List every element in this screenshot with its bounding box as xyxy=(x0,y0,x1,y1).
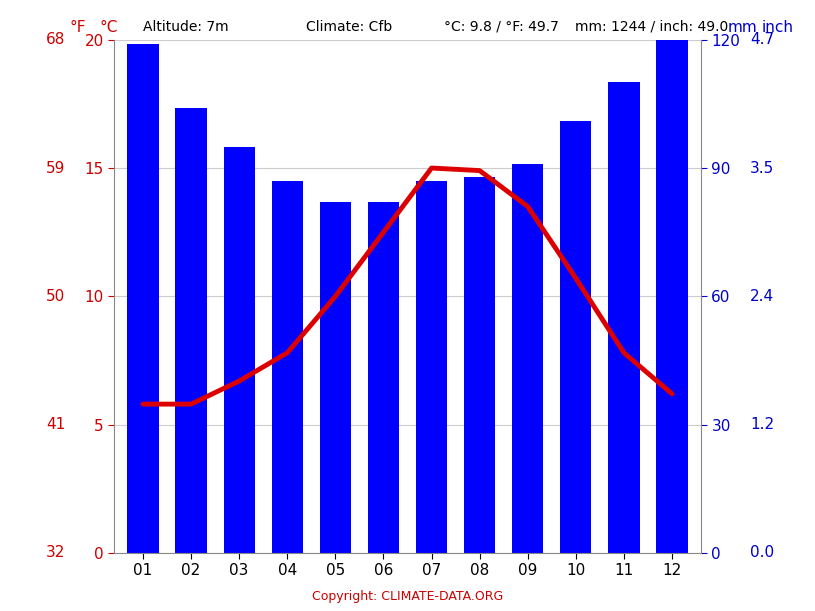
Text: 2.4: 2.4 xyxy=(750,289,774,304)
Text: Climate: Cfb: Climate: Cfb xyxy=(306,20,392,34)
Text: mm: 1244 / inch: 49.0: mm: 1244 / inch: 49.0 xyxy=(575,20,728,34)
Text: 0.0: 0.0 xyxy=(750,546,774,560)
Text: 3.5: 3.5 xyxy=(750,161,774,175)
Bar xyxy=(127,44,159,553)
Text: Copyright: CLIMATE-DATA.ORG: Copyright: CLIMATE-DATA.ORG xyxy=(312,590,503,603)
Text: inch: inch xyxy=(761,20,793,35)
Text: 4.7: 4.7 xyxy=(750,32,774,47)
Bar xyxy=(319,202,351,553)
Text: 59: 59 xyxy=(46,161,65,175)
Bar xyxy=(608,82,640,553)
Bar xyxy=(464,177,496,553)
Text: Altitude: 7m: Altitude: 7m xyxy=(143,20,228,34)
Bar xyxy=(560,121,592,553)
Bar xyxy=(368,202,399,553)
Text: 68: 68 xyxy=(46,32,65,47)
Bar xyxy=(175,108,207,553)
Text: 50: 50 xyxy=(46,289,65,304)
Bar xyxy=(656,35,688,553)
Text: 32: 32 xyxy=(46,546,65,560)
Text: °C: °C xyxy=(99,20,117,35)
Bar xyxy=(223,147,255,553)
Text: °F: °F xyxy=(69,20,86,35)
Text: 1.2: 1.2 xyxy=(750,417,774,432)
Text: 41: 41 xyxy=(46,417,65,432)
Text: mm: mm xyxy=(728,20,758,35)
Bar xyxy=(416,181,447,553)
Bar xyxy=(271,181,303,553)
Text: °C: 9.8 / °F: 49.7: °C: 9.8 / °F: 49.7 xyxy=(444,20,559,34)
Bar xyxy=(512,164,544,553)
